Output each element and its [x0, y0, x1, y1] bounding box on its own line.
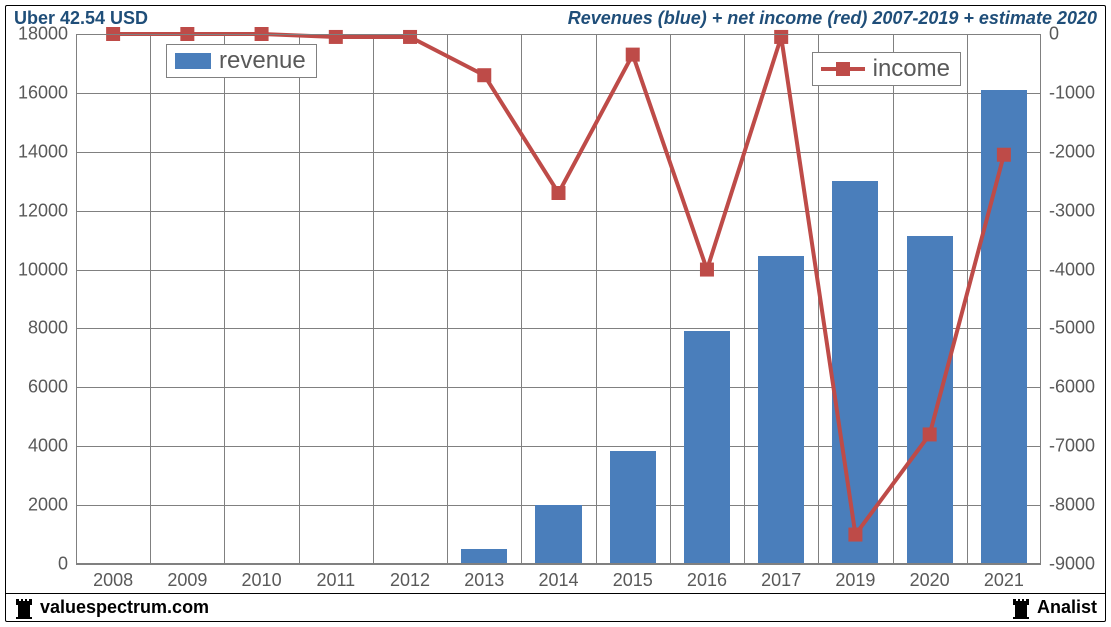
gridline-vertical: [150, 34, 151, 564]
plot-area: revenue income: [76, 34, 1041, 564]
x-tick: 2008: [93, 570, 133, 591]
gridline-vertical: [224, 34, 225, 564]
gridline-horizontal: [76, 328, 1041, 329]
y-right-tick: -1000: [1049, 82, 1095, 103]
income-marker: [774, 30, 788, 44]
y-left-tick: 12000: [6, 200, 68, 221]
gridline-vertical: [447, 34, 448, 564]
income-marker: [477, 68, 491, 82]
y-right-tick: -7000: [1049, 436, 1095, 457]
y-left-tick: 14000: [6, 141, 68, 162]
footer-left-text: valuespectrum.com: [40, 597, 209, 618]
bar: [610, 451, 656, 564]
x-tick: 2015: [613, 570, 653, 591]
legend-revenue: revenue: [166, 44, 317, 78]
footer: valuespectrum.com Analist: [6, 593, 1105, 621]
y-right-tick: -5000: [1049, 318, 1095, 339]
rook-icon: [1011, 597, 1031, 619]
legend-income-label: income: [873, 55, 950, 83]
gridline-horizontal: [76, 446, 1041, 447]
x-tick: 2019: [835, 570, 875, 591]
x-tick: 2009: [167, 570, 207, 591]
plot-border: [76, 34, 1041, 564]
x-tick: 2011: [316, 570, 355, 591]
gridline-vertical: [521, 34, 522, 564]
y-left-tick: 16000: [6, 82, 68, 103]
legend-revenue-label: revenue: [219, 47, 306, 75]
bar: [461, 549, 507, 564]
x-tick: 2010: [242, 570, 282, 591]
y-left-tick: 0: [6, 554, 68, 575]
bar: [907, 236, 953, 564]
gridline-horizontal: [76, 152, 1041, 153]
gridline-horizontal: [76, 564, 1041, 565]
legend-income: income: [812, 52, 961, 86]
gridline-vertical: [893, 34, 894, 564]
y-right-tick: -3000: [1049, 200, 1095, 221]
x-tick: 2013: [464, 570, 504, 591]
gridline-horizontal: [76, 387, 1041, 388]
x-tick: 2020: [910, 570, 950, 591]
income-marker: [552, 186, 566, 200]
legend-revenue-swatch: [175, 53, 211, 69]
y-left-tick: 10000: [6, 259, 68, 280]
gridline-horizontal: [76, 34, 1041, 35]
y-left-tick: 4000: [6, 436, 68, 457]
x-tick: 2014: [538, 570, 578, 591]
gridline-horizontal: [76, 211, 1041, 212]
gridline-vertical: [967, 34, 968, 564]
rook-icon: [14, 597, 34, 619]
x-tick: 2017: [761, 570, 801, 591]
x-tick: 2021: [984, 570, 1024, 591]
y-right-tick: -6000: [1049, 377, 1095, 398]
x-tick: 2016: [687, 570, 727, 591]
income-marker: [329, 30, 343, 44]
gridline-vertical: [818, 34, 819, 564]
bar: [535, 505, 581, 564]
income-marker: [626, 48, 640, 62]
y-left-tick: 2000: [6, 495, 68, 516]
legend-income-swatch: [821, 60, 865, 78]
gridline-vertical: [670, 34, 671, 564]
line-series: [76, 34, 1041, 564]
footer-right-text: Analist: [1037, 597, 1097, 618]
y-left-tick: 8000: [6, 318, 68, 339]
bar: [758, 256, 804, 564]
gridline-vertical: [373, 34, 374, 564]
gridline-vertical: [596, 34, 597, 564]
header-title-right: Revenues (blue) + net income (red) 2007-…: [568, 8, 1097, 29]
gridline-horizontal: [76, 93, 1041, 94]
y-left-tick: 6000: [6, 377, 68, 398]
footer-right: Analist: [1011, 597, 1097, 619]
bar: [684, 331, 730, 564]
gridline-vertical: [744, 34, 745, 564]
chart-frame: Uber 42.54 USD Revenues (blue) + net inc…: [5, 5, 1106, 622]
bar: [981, 90, 1027, 564]
chart-header: Uber 42.54 USD Revenues (blue) + net inc…: [6, 6, 1105, 32]
y-right-tick: -2000: [1049, 141, 1095, 162]
y-right-tick: -4000: [1049, 259, 1095, 280]
x-tick: 2012: [390, 570, 430, 591]
gridline-horizontal: [76, 270, 1041, 271]
y-right-tick: -8000: [1049, 495, 1095, 516]
gridline-vertical: [299, 34, 300, 564]
y-left-tick: 18000: [6, 24, 68, 45]
income-marker: [403, 30, 417, 44]
footer-left: valuespectrum.com: [14, 597, 209, 619]
y-right-tick: 0: [1049, 24, 1059, 45]
y-right-tick: -9000: [1049, 554, 1095, 575]
bar: [832, 181, 878, 564]
